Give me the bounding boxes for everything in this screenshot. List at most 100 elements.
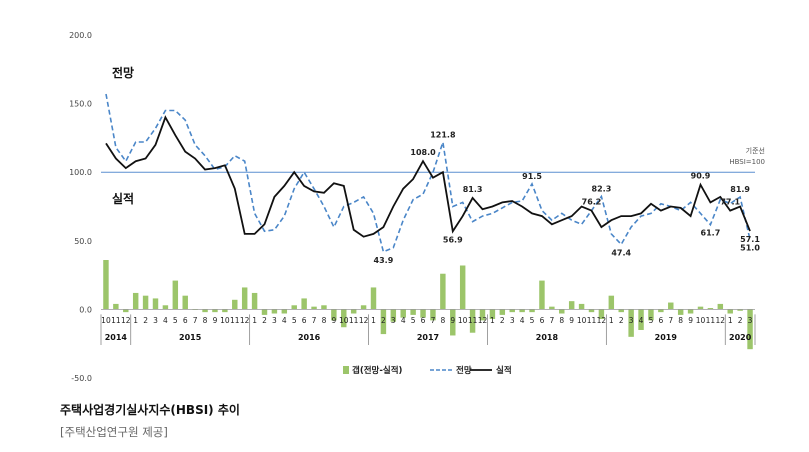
- y-tick-label: 100.0: [69, 168, 92, 177]
- gap-bar: [341, 309, 347, 328]
- legend-outlook-label: 전망: [456, 365, 472, 376]
- gap-bar: [707, 308, 714, 310]
- gap-bar: [281, 309, 288, 314]
- hbsi-chart: 200.0 150.0 100.0 50.0 0.0 -50.0 기준선 HBSI=100…: [69, 31, 765, 383]
- outlook-data-label: 61.7: [701, 229, 721, 238]
- outlook-data-label: 43.9: [374, 256, 394, 265]
- gap-bar: [212, 309, 218, 313]
- x-month-label: 1: [490, 316, 495, 325]
- x-month-label: 2: [738, 316, 743, 325]
- x-month-label: 6: [302, 316, 307, 325]
- x-month-label: 7: [668, 316, 673, 325]
- gap-bar: [519, 309, 525, 313]
- legend: 갭(전망-실적) 전망 실적: [343, 365, 512, 376]
- gap-bar: [182, 295, 188, 310]
- x-month-label: 7: [431, 316, 436, 325]
- outlook-line: [105, 93, 751, 253]
- x-month-label: 5: [411, 316, 416, 325]
- gap-bar: [559, 309, 565, 314]
- x-month-label: 6: [540, 316, 545, 325]
- reference-line-label: 기준선: [746, 146, 765, 155]
- x-month-label: 10: [339, 316, 349, 325]
- gap-bar: [479, 309, 486, 321]
- gap-bar: [469, 309, 476, 333]
- x-month-label: 3: [391, 316, 396, 325]
- chart-caption: 주택사업경기실사지수(HBSI) 추이: [60, 403, 240, 417]
- gap-bar: [509, 309, 515, 313]
- gap-bar: [370, 287, 377, 310]
- outlook-data-label: 47.4: [611, 248, 631, 257]
- x-month-label: 9: [688, 316, 693, 325]
- gap-bar: [113, 303, 119, 310]
- actual-line: [105, 115, 751, 238]
- actual-data-label: 77.1: [720, 198, 740, 207]
- gap-bar: [459, 265, 466, 310]
- x-month-label: 8: [559, 316, 564, 325]
- gap-bar: [747, 309, 753, 350]
- gap-bar: [420, 309, 426, 318]
- x-month-label: 7: [193, 316, 198, 325]
- data-labels: 43.9 121.8 91.5 82.3 47.4 61.7 81.9 51.0 108.0 56…: [374, 130, 761, 264]
- x-month-label: 10: [458, 316, 468, 325]
- gap-bar: [350, 309, 357, 314]
- gap-bar: [232, 299, 238, 310]
- outlook-series-label: 전망: [112, 65, 134, 80]
- x-month-label: 2: [619, 316, 624, 325]
- x-month-label: 9: [569, 316, 574, 325]
- gap-bar: [717, 303, 724, 310]
- x-month-label: 7: [549, 316, 554, 325]
- gap-bar: [222, 309, 228, 313]
- x-month-label: 4: [163, 316, 168, 325]
- actual-data-label: 76.2: [582, 198, 602, 207]
- x-month-label: 4: [401, 316, 406, 325]
- x-month-label: 10: [220, 316, 230, 325]
- gap-bar: [271, 309, 278, 314]
- x-month-label: 12: [240, 316, 250, 325]
- x-month-label: 12: [121, 316, 131, 325]
- y-tick-label: 0.0: [79, 305, 92, 314]
- x-month-label: 12: [359, 316, 369, 325]
- x-year-label: 2014: [105, 333, 128, 342]
- chart-source: [주택산업연구원 제공]: [60, 425, 168, 439]
- x-month-label: 5: [530, 316, 535, 325]
- x-year-label: 2018: [536, 333, 559, 342]
- x-month-label: 11: [587, 316, 597, 325]
- gap-bar: [648, 309, 654, 321]
- actual-data-label: 81.3: [463, 185, 483, 194]
- x-year-label: 2017: [417, 333, 439, 342]
- x-month-label: 3: [748, 316, 753, 325]
- x-year-label: 2016: [298, 333, 321, 342]
- gap-bar: [400, 309, 406, 318]
- y-tick-label: 150.0: [69, 100, 92, 109]
- outlook-data-label: 91.5: [522, 172, 542, 181]
- gap-bar: [291, 305, 297, 310]
- gap-bar: [588, 309, 595, 313]
- outlook-data-label: 121.8: [430, 130, 456, 139]
- gap-bar: [687, 309, 694, 314]
- gap-bar: [529, 309, 535, 313]
- actual-data-label: 90.9: [691, 172, 711, 181]
- gap-bar: [142, 295, 149, 310]
- gap-bar: [152, 298, 159, 310]
- gap-bar: [450, 309, 456, 336]
- x-month-label: 9: [331, 316, 336, 325]
- x-month-label: 5: [649, 316, 654, 325]
- gap-bar: [380, 309, 387, 335]
- y-tick-label: -50.0: [71, 374, 92, 383]
- gap-bar: [658, 309, 664, 313]
- x-month-label: 1: [252, 316, 257, 325]
- gap-bar: [598, 309, 605, 320]
- actual-data-label: 56.9: [443, 235, 463, 244]
- y-axis: 200.0 150.0 100.0 50.0 0.0 -50.0: [69, 31, 92, 383]
- reference-line-value-label: HBSI=100: [729, 158, 765, 166]
- gap-bar: [737, 309, 743, 311]
- legend-gap-label: 갭(전망-실적): [352, 365, 403, 376]
- gap-bar: [440, 273, 446, 310]
- gap-bar: [311, 306, 317, 310]
- x-month-label: 10: [577, 316, 587, 325]
- y-tick-label: 200.0: [69, 31, 92, 40]
- x-month-label: 10: [101, 316, 111, 325]
- x-month-label: 8: [678, 316, 683, 325]
- gap-bar: [241, 287, 248, 310]
- x-month-label: 2: [500, 316, 505, 325]
